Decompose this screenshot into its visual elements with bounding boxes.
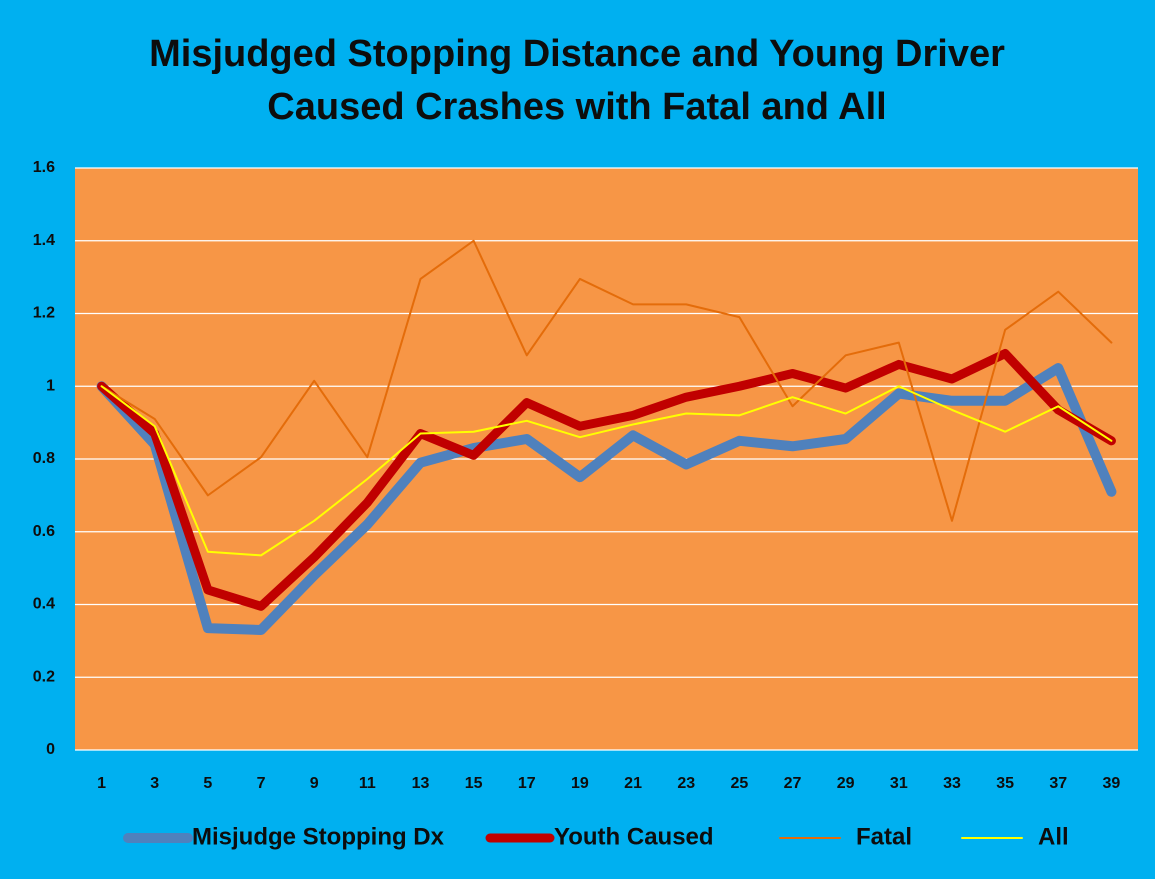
x-tick-label: 39 [1103,775,1121,792]
x-tick-label: 31 [890,775,908,792]
y-tick-label: 0.2 [33,668,55,685]
y-tick-label: 0.6 [33,523,55,540]
y-tick-label: 1.6 [33,159,55,176]
x-tick-label: 3 [150,775,159,792]
series-line [96,363,1117,635]
x-tick-label: 17 [518,775,536,792]
x-tick-label: 23 [677,775,695,792]
legend-label: Misjudge Stopping Dx [192,823,445,850]
x-tick-label: 21 [624,775,642,792]
x-tick-label: 1 [97,775,106,792]
x-tick-label: 7 [257,775,266,792]
y-tick-label: 0.8 [33,450,55,467]
x-tick-label: 15 [465,775,483,792]
x-tick-label: 11 [359,775,376,792]
y-tick-label: 1.2 [33,305,55,322]
y-tick-label: 0 [46,741,55,758]
series-line [100,385,1113,557]
x-tick-label: 29 [837,775,855,792]
x-tick-label: 27 [784,775,802,792]
x-tick-label: 19 [571,775,589,792]
x-tick-label: 33 [943,775,961,792]
x-tick-label: 35 [996,775,1014,792]
series-line [100,239,1113,522]
y-tick-label: 0.4 [33,596,55,613]
chart-title: Misjudged Stopping Distance and Young Dr… [149,33,1005,128]
y-tick-label: 1 [46,377,55,394]
y-tick-label: 1.4 [33,232,55,249]
x-tick-label: 9 [310,775,319,792]
x-tick-label: 25 [730,775,748,792]
x-tick-label: 5 [203,775,212,792]
legend-label: All [1038,823,1069,850]
series-line [97,349,1116,611]
x-tick-label: 37 [1049,775,1067,792]
legend-label: Youth Caused [554,823,714,850]
x-tick-label: 13 [412,775,430,792]
legend-label: Fatal [856,823,912,850]
